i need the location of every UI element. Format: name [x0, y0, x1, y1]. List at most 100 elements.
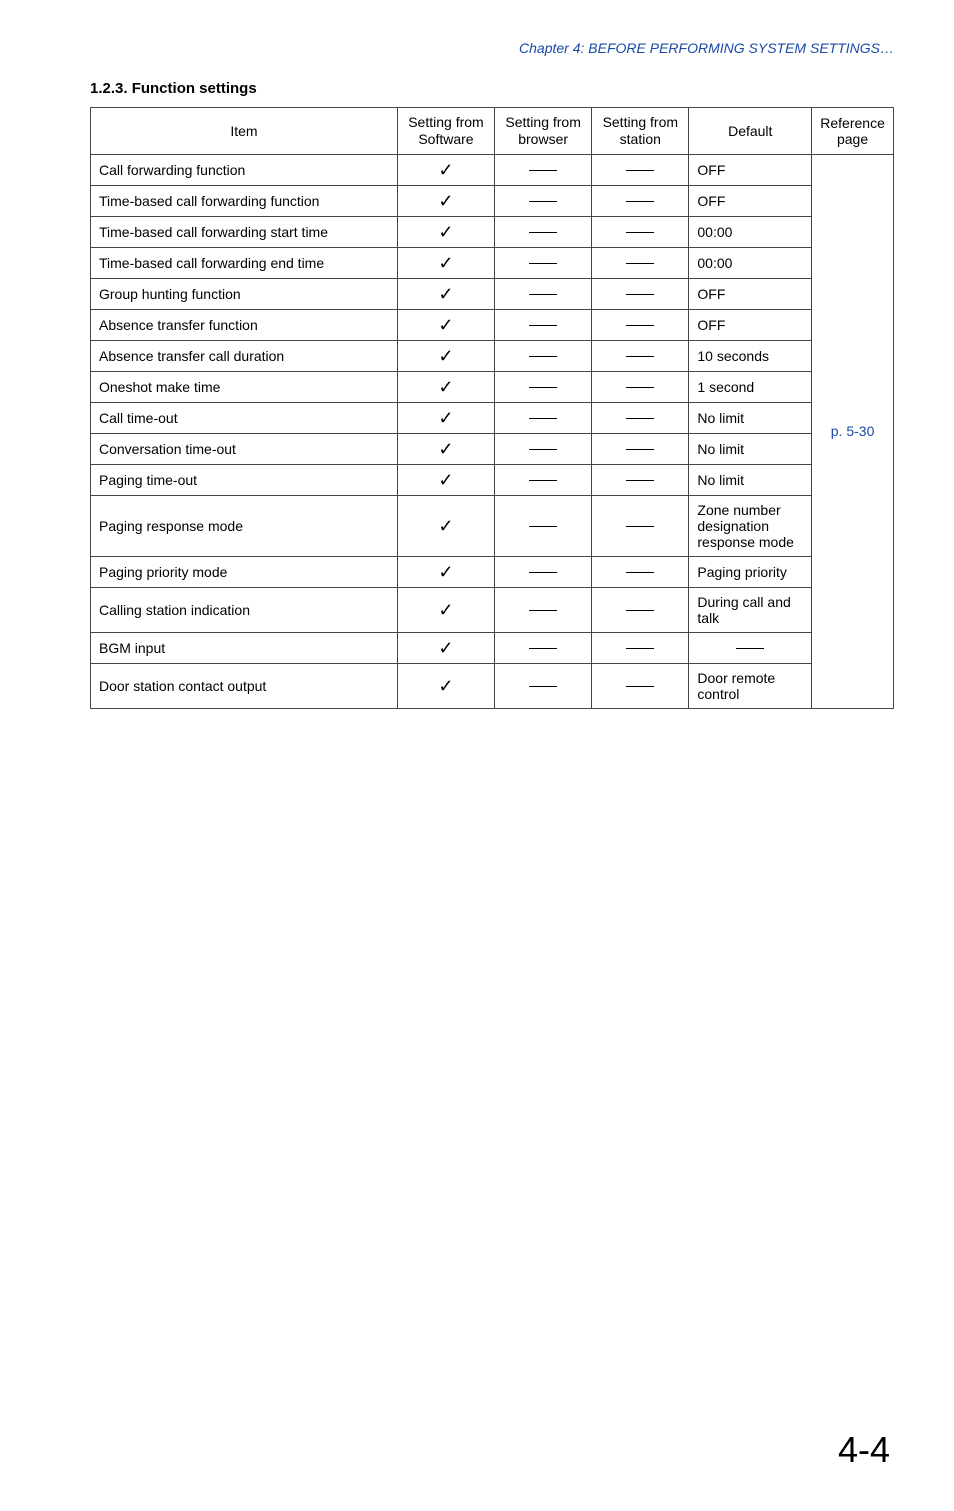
cell-station [592, 278, 689, 309]
cell-browser [495, 247, 592, 278]
cell-browser [495, 154, 592, 185]
dash-icon [529, 449, 557, 450]
dash-icon [529, 325, 557, 326]
check-icon: ✓ [438, 470, 453, 490]
dash-icon [529, 686, 557, 687]
cell-station [592, 309, 689, 340]
section-title: 1.2.3. Function settings [90, 80, 894, 97]
check-icon: ✓ [438, 600, 453, 620]
check-icon: ✓ [438, 160, 453, 180]
cell-default: Paging priority [689, 556, 812, 587]
dash-icon [626, 232, 654, 233]
dash-icon [529, 648, 557, 649]
check-icon: ✓ [438, 191, 453, 211]
check-icon: ✓ [438, 638, 453, 658]
header-software: Setting from Software [397, 108, 494, 155]
dash-icon [626, 325, 654, 326]
dash-icon [626, 686, 654, 687]
cell-software: ✓ [397, 587, 494, 632]
cell-item: Conversation time-out [91, 433, 398, 464]
cell-item: Call time-out [91, 402, 398, 433]
cell-station [592, 587, 689, 632]
dash-icon [626, 572, 654, 573]
table-row: BGM input ✓ [91, 632, 894, 663]
check-icon: ✓ [438, 562, 453, 582]
cell-browser [495, 556, 592, 587]
cell-browser [495, 309, 592, 340]
table-header-row: Item Setting from Software Setting from … [91, 108, 894, 155]
dash-icon [626, 201, 654, 202]
cell-item: Oneshot make time [91, 371, 398, 402]
cell-browser [495, 340, 592, 371]
dash-icon [529, 526, 557, 527]
cell-item: Door station contact output [91, 663, 398, 708]
dash-icon [529, 294, 557, 295]
cell-default: OFF [689, 309, 812, 340]
table-row: Oneshot make time✓1 second [91, 371, 894, 402]
cell-item: Calling station indication [91, 587, 398, 632]
cell-default: No limit [689, 402, 812, 433]
table-row: Time-based call forwarding end time ✓ 00:0… [91, 247, 894, 278]
page-number: 4-4 [90, 1429, 894, 1471]
dash-icon [626, 170, 654, 171]
cell-default: 00:00 [689, 247, 812, 278]
cell-item: Time-based call forwarding end time [91, 247, 398, 278]
dash-icon [626, 526, 654, 527]
cell-browser [495, 402, 592, 433]
cell-software: ✓ [397, 340, 494, 371]
table-row: Time-based call forwarding function✓OFF [91, 185, 894, 216]
cell-item: Time-based call forwarding start time [91, 216, 398, 247]
dash-icon [529, 418, 557, 419]
cell-station [592, 433, 689, 464]
dash-icon [626, 294, 654, 295]
cell-item: Paging time-out [91, 464, 398, 495]
dash-icon [529, 572, 557, 573]
dash-icon [529, 263, 557, 264]
cell-item: Group hunting function [91, 278, 398, 309]
table-row: Conversation time-out✓No limit [91, 433, 894, 464]
cell-software: ✓ [397, 154, 494, 185]
check-icon: ✓ [438, 676, 453, 696]
check-icon: ✓ [438, 439, 453, 459]
cell-software: ✓ [397, 371, 494, 402]
function-settings-table: Item Setting from Software Setting from … [90, 107, 894, 709]
cell-item: Paging priority mode [91, 556, 398, 587]
cell-browser [495, 632, 592, 663]
cell-software: ✓ [397, 216, 494, 247]
cell-reference: p. 5-30 [812, 154, 894, 708]
cell-station [592, 247, 689, 278]
header-default: Default [689, 108, 812, 155]
check-icon: ✓ [438, 377, 453, 397]
cell-station [592, 185, 689, 216]
cell-browser [495, 464, 592, 495]
table-row: Call time-out✓No limit [91, 402, 894, 433]
cell-software: ✓ [397, 663, 494, 708]
cell-software: ✓ [397, 278, 494, 309]
cell-item: BGM input [91, 632, 398, 663]
cell-default: Zone number designation response mode [689, 495, 812, 556]
cell-station [592, 340, 689, 371]
check-icon: ✓ [438, 346, 453, 366]
dash-icon [626, 648, 654, 649]
cell-software: ✓ [397, 556, 494, 587]
cell-item: Paging response mode [91, 495, 398, 556]
dash-icon [736, 648, 764, 649]
cell-item: Call forwarding function [91, 154, 398, 185]
header-station: Setting from station [592, 108, 689, 155]
table-row: Absence transfer call duration✓10 second… [91, 340, 894, 371]
dash-icon [529, 201, 557, 202]
cell-default: Door remote control [689, 663, 812, 708]
cell-default: OFF [689, 278, 812, 309]
table-row: Paging time-out✓No limit [91, 464, 894, 495]
chapter-header: Chapter 4: BEFORE PERFORMING SYSTEM SETT… [90, 40, 894, 56]
dash-icon [626, 480, 654, 481]
cell-browser [495, 495, 592, 556]
table-row: Door station contact output ✓ Door remote … [91, 663, 894, 708]
check-icon: ✓ [438, 253, 453, 273]
dash-icon [626, 449, 654, 450]
cell-browser [495, 278, 592, 309]
cell-default: 10 seconds [689, 340, 812, 371]
cell-software: ✓ [397, 247, 494, 278]
dash-icon [529, 480, 557, 481]
dash-icon [529, 356, 557, 357]
